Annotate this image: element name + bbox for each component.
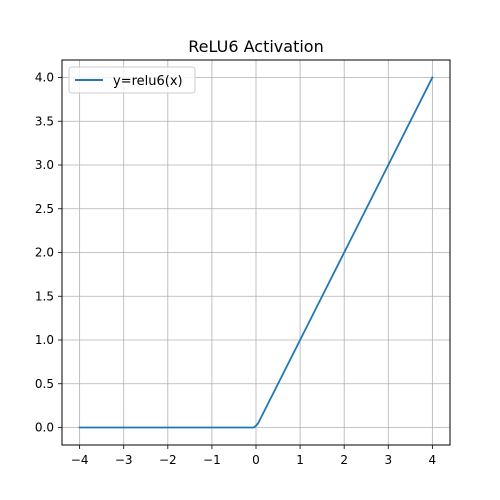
- legend-box: [68, 66, 196, 94]
- legend: y=relu6(x): [68, 66, 196, 94]
- y-tick-label: 4.0: [35, 71, 54, 85]
- x-tick-label: 2: [340, 453, 348, 467]
- y-tick-label: 3.5: [35, 114, 54, 128]
- y-tick-label: 3.0: [35, 158, 54, 172]
- chart-title: ReLU6 Activation: [188, 37, 323, 56]
- y-tick-label: 0.0: [35, 421, 54, 435]
- y-tick-label: 1.5: [35, 289, 54, 303]
- x-tick-label: −4: [71, 453, 89, 467]
- x-tick-label: 1: [296, 453, 304, 467]
- x-tick-label: −2: [159, 453, 177, 467]
- y-tick-label: 2.0: [35, 246, 54, 260]
- tick-layer: −4 −3 −2 −1 0 1 2 3 4 0.0 0.5 1.0 1.5 2.0 2.5 3.0 3.5 4.0: [35, 71, 436, 468]
- x-tick-label: 3: [384, 453, 392, 467]
- y-tick-label: 1.0: [35, 333, 54, 347]
- grid-layer: [62, 60, 450, 445]
- x-tick-label: 0: [252, 453, 260, 467]
- x-tick-label: −3: [115, 453, 133, 467]
- x-tick-label: −1: [203, 453, 221, 467]
- y-tick-label: 0.5: [35, 377, 54, 391]
- series-line-relu6: [78, 76, 434, 429]
- x-tick-label: 4: [429, 453, 437, 467]
- legend-label: y=relu6(x): [113, 74, 183, 89]
- y-tick-label: 2.5: [35, 202, 54, 216]
- series-layer: [78, 76, 434, 429]
